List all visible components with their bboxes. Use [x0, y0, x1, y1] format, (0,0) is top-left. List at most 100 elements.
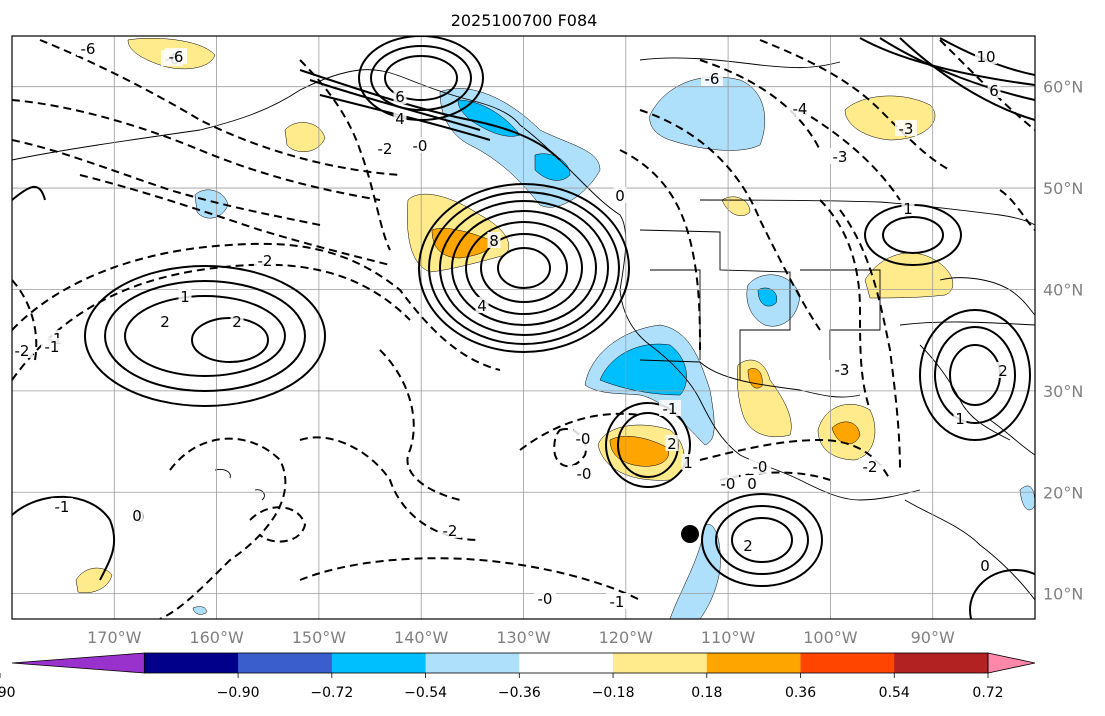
- contour-label-bg: [77, 40, 99, 56]
- colorbar-tick-label: 0.90: [0, 685, 16, 701]
- contour-label-bg: [829, 148, 851, 164]
- shade-pos-area: [864, 252, 954, 299]
- lon-label: 170°W: [87, 628, 142, 647]
- colorbar-tick-label: 0.72: [972, 685, 1003, 701]
- contour-label: -6: [169, 48, 184, 66]
- contour-label-bg: [51, 498, 73, 514]
- contour-label-bg: [130, 507, 144, 523]
- colorbar-segment: [519, 653, 614, 673]
- colorbar-outline: [143, 652, 989, 674]
- contour-label: 1: [683, 454, 693, 472]
- colorbar-extend-min: [11, 652, 145, 674]
- contour-label-bg: [12, 342, 33, 358]
- contour-label: 2: [998, 362, 1008, 380]
- contour-label: -4: [793, 100, 808, 118]
- lat-label: 30°N: [1043, 382, 1083, 401]
- contour-label: -2: [863, 458, 878, 476]
- contour-label-bg: [859, 458, 881, 474]
- contour-label-bg: [573, 465, 595, 481]
- contour-label: 0: [132, 507, 142, 525]
- lon-label: 140°W: [394, 628, 449, 647]
- contour-label: -0: [538, 590, 553, 608]
- contour-label-bg: [606, 593, 628, 609]
- location-marker: [681, 525, 699, 543]
- contour-label: -3: [899, 120, 914, 138]
- contour-label: -1: [45, 338, 60, 356]
- contour-label: 1: [955, 410, 965, 428]
- contour-label-bg: [665, 435, 679, 451]
- contour-label: -3: [833, 148, 848, 166]
- contour-label-bg: [749, 458, 771, 474]
- contour-label: -3: [835, 361, 850, 379]
- contour-label-bg: [659, 400, 681, 416]
- colorbar-segment: [894, 653, 989, 673]
- contour-label-bg: [393, 88, 407, 104]
- colorbar-tick-label: −0.72: [310, 685, 353, 701]
- contour-label-bg: [895, 120, 917, 136]
- colorbar-segment: [706, 653, 802, 673]
- contour-label-bg: [475, 297, 489, 313]
- shade-neg-area: [649, 76, 766, 151]
- lat-label: 40°N: [1043, 280, 1083, 299]
- shade-neg-area: [669, 524, 721, 619]
- colorbar-segment: [238, 653, 333, 673]
- contour-label: 2: [667, 435, 677, 453]
- contour-label: 4: [395, 110, 405, 128]
- longitude-labels: 170°W 160°W 150°W 140°W 130°W 120°W 110°W 100°W…: [87, 628, 955, 647]
- lon-label: 100°W: [803, 628, 858, 647]
- shade-pos-area: [609, 436, 670, 467]
- contour-labels: -6-6-664-0-2-2-1221-2-148-31-4-20-64-310…: [1, 40, 1010, 611]
- contour-label-bg: [996, 362, 1010, 378]
- colorbar-extend-max: [987, 652, 1036, 674]
- colorbar: [11, 652, 1036, 674]
- contour-label-bg: [975, 48, 997, 64]
- contour-label-bg: [745, 475, 759, 491]
- contour-label: 6: [395, 88, 405, 106]
- contour-label-bg: [409, 137, 431, 153]
- contour-label-bg: [741, 537, 755, 553]
- shade-pos-area: [431, 228, 492, 259]
- lat-label: 50°N: [1043, 179, 1083, 198]
- latitude-labels: 60°N 50°N 40°N 30°N 20°N 10°N: [1043, 78, 1083, 604]
- lon-label: 110°W: [701, 628, 756, 647]
- contour-label-bg: [487, 232, 501, 248]
- contour-label-bg: [978, 557, 992, 573]
- contour-label-bg: [178, 288, 192, 304]
- colorbar-segment: [613, 653, 708, 673]
- shade-neg-area: [534, 153, 571, 181]
- colorbar-segment: [144, 653, 239, 673]
- contour-label: 0: [615, 187, 625, 205]
- contour-label: -2: [15, 342, 30, 360]
- contour-label-bg: [254, 252, 276, 268]
- contour-label: -0: [753, 458, 768, 476]
- colorbar-tick-label: −0.54: [404, 685, 447, 701]
- lon-label: 150°W: [292, 628, 347, 647]
- contour-label-bg: [374, 140, 396, 156]
- shade-neg-area: [192, 606, 207, 615]
- contour-label-bg: [987, 82, 1001, 98]
- colorbar-tick-label: −0.18: [592, 685, 635, 701]
- contour-label: -1: [663, 400, 678, 418]
- contour-label: 2: [743, 537, 753, 555]
- colorbar-segment: [331, 653, 427, 673]
- contour-label: 10: [976, 48, 995, 66]
- colorbar-tick-label: 0.36: [785, 685, 816, 701]
- contour-label: 6: [989, 82, 999, 100]
- map-title: 2025100700 F084: [451, 11, 598, 30]
- contour-label-bg: [230, 313, 244, 329]
- contour-label: -6: [705, 70, 720, 88]
- contour-label: 4: [1, 128, 11, 146]
- contour-label: -2: [443, 522, 458, 540]
- contour-label-bg: [165, 48, 187, 64]
- lon-label: 130°W: [496, 628, 551, 647]
- negative-contours: [12, 39, 1035, 619]
- contour-label-bg: [534, 590, 556, 606]
- contour-label: 4: [477, 297, 487, 315]
- contour-label: -0: [576, 430, 591, 448]
- contour-label-bg: [681, 454, 695, 470]
- contour-label: 2: [232, 313, 242, 331]
- contour-label-bg: [613, 187, 627, 203]
- colorbar-tick-label: −0.90: [217, 685, 260, 701]
- contour-label-bg: [901, 200, 915, 216]
- contour-label-bg: [393, 110, 407, 126]
